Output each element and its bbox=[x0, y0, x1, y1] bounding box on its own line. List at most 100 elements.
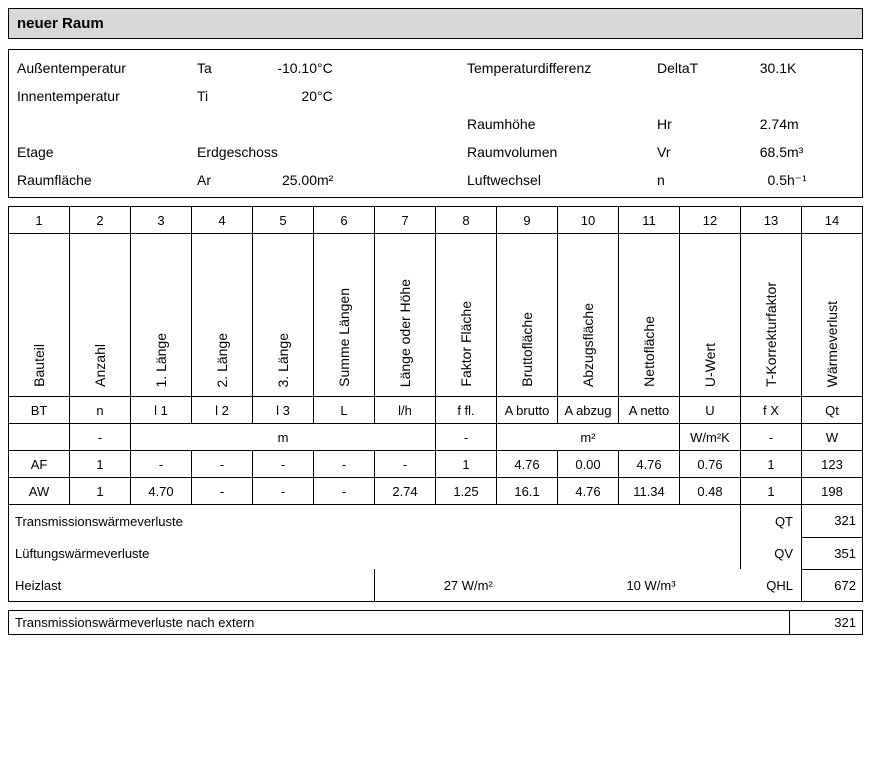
cell: - bbox=[192, 478, 253, 505]
col-name: Bauteil bbox=[9, 234, 70, 397]
col-unit: W bbox=[802, 424, 863, 451]
col-num: 14 bbox=[802, 207, 863, 234]
col-name: 1. Länge bbox=[131, 234, 192, 397]
external-loss-val: 321 bbox=[790, 611, 863, 635]
col-unit: - bbox=[741, 424, 802, 451]
cell: 1.25 bbox=[436, 478, 497, 505]
cell: - bbox=[253, 478, 314, 505]
height-sym: Hr bbox=[657, 116, 727, 132]
col-sym: f fl. bbox=[436, 397, 497, 424]
vent-loss-val: 351 bbox=[802, 537, 863, 569]
area-val: 25.00 bbox=[247, 172, 317, 188]
col-name: 2. Länge bbox=[192, 234, 253, 397]
col-name: Nettofläche bbox=[619, 234, 680, 397]
cell: - bbox=[131, 451, 192, 478]
deltat-val: 30.1 bbox=[727, 60, 787, 76]
cell: 16.1 bbox=[497, 478, 558, 505]
volume-val: 68.5 bbox=[727, 144, 787, 160]
airchange-sym: n bbox=[657, 172, 727, 188]
col-name: Wärmeverlust bbox=[802, 234, 863, 397]
col-sym: A netto bbox=[619, 397, 680, 424]
cell: 0.48 bbox=[680, 478, 741, 505]
col-sym: A abzug bbox=[558, 397, 619, 424]
heizlast-label: Heizlast bbox=[9, 569, 375, 602]
col-name: Faktor Fläche bbox=[436, 234, 497, 397]
col-name: Länge oder Höhe bbox=[375, 234, 436, 397]
col-name: T-Korrekturfaktor bbox=[741, 234, 802, 397]
volume-sym: Vr bbox=[657, 144, 727, 160]
height-val: 2.74 bbox=[727, 116, 787, 132]
cell: 11.34 bbox=[619, 478, 680, 505]
col-sym: f X bbox=[741, 397, 802, 424]
col-name: 3. Länge bbox=[253, 234, 314, 397]
heizlast-val: 672 bbox=[802, 569, 863, 602]
inside-temp-unit: °C bbox=[317, 88, 357, 104]
cell: 1 bbox=[741, 451, 802, 478]
cell: 2.74 bbox=[375, 478, 436, 505]
col-number-row: 1 2 3 4 5 6 7 8 9 10 11 12 13 14 bbox=[9, 207, 863, 234]
col-unit: W/m²K bbox=[680, 424, 741, 451]
col-num: 5 bbox=[253, 207, 314, 234]
volume-label: Raumvolumen bbox=[467, 144, 657, 160]
trans-loss-sym: QT bbox=[741, 505, 802, 538]
col-num: 10 bbox=[558, 207, 619, 234]
col-unit: m² bbox=[497, 424, 680, 451]
col-unit bbox=[9, 424, 70, 451]
cell: - bbox=[314, 451, 375, 478]
trans-loss-val: 321 bbox=[802, 505, 863, 538]
heizlast-row: Heizlast 27 W/m² 10 W/m³ QHL 672 bbox=[9, 569, 863, 602]
cell: 1 bbox=[70, 451, 131, 478]
heizlast-sym: QHL bbox=[741, 569, 802, 602]
area-label: Raumfläche bbox=[17, 172, 197, 188]
col-name: Abzugsfläche bbox=[558, 234, 619, 397]
inside-temp-val: 20 bbox=[247, 88, 317, 104]
col-unit: - bbox=[436, 424, 497, 451]
outside-temp-sym: Ta bbox=[197, 60, 247, 76]
floor-label: Etage bbox=[17, 144, 197, 160]
trans-loss-label: Transmissionswärmeverluste bbox=[9, 505, 741, 538]
cell: AW bbox=[9, 478, 70, 505]
col-num: 9 bbox=[497, 207, 558, 234]
col-unit: - bbox=[70, 424, 131, 451]
height-label: Raumhöhe bbox=[467, 116, 657, 132]
cell: - bbox=[375, 451, 436, 478]
external-loss-box: Transmissionswärmeverluste nach extern 3… bbox=[8, 610, 863, 635]
trans-loss-row: Transmissionswärmeverluste QT 321 bbox=[9, 505, 863, 538]
col-sym: l 3 bbox=[253, 397, 314, 424]
cell: 0.00 bbox=[558, 451, 619, 478]
col-num: 1 bbox=[9, 207, 70, 234]
inside-temp-label: Innentemperatur bbox=[17, 88, 197, 104]
cell: 1 bbox=[436, 451, 497, 478]
cell: 4.76 bbox=[619, 451, 680, 478]
col-sym: l 2 bbox=[192, 397, 253, 424]
col-sym: L bbox=[314, 397, 375, 424]
col-sym: A brutto bbox=[497, 397, 558, 424]
heizlast-per-m3: 10 W/m³ bbox=[558, 569, 741, 602]
col-name-row: Bauteil Anzahl 1. Länge 2. Länge 3. Läng… bbox=[9, 234, 863, 397]
title-bar: neuer Raum bbox=[8, 8, 863, 39]
outside-temp-val: -10.10 bbox=[247, 60, 317, 76]
cell: 198 bbox=[802, 478, 863, 505]
outside-temp-label: Außentemperatur bbox=[17, 60, 197, 76]
vent-loss-row: Lüftungswärmeverluste QV 351 bbox=[9, 537, 863, 569]
table-row: AW 1 4.70 - - - 2.74 1.25 16.1 4.76 11.3… bbox=[9, 478, 863, 505]
col-name: U-Wert bbox=[680, 234, 741, 397]
deltat-unit: K bbox=[787, 60, 827, 76]
height-unit: m bbox=[787, 116, 827, 132]
area-unit: m² bbox=[317, 172, 357, 188]
deltat-sym: DeltaT bbox=[657, 60, 727, 76]
cell: 1 bbox=[741, 478, 802, 505]
col-num: 3 bbox=[131, 207, 192, 234]
col-num: 6 bbox=[314, 207, 375, 234]
airchange-label: Luftwechsel bbox=[467, 172, 657, 188]
area-sym: Ar bbox=[197, 172, 247, 188]
col-num: 13 bbox=[741, 207, 802, 234]
cell: 0.76 bbox=[680, 451, 741, 478]
vent-loss-label: Lüftungswärmeverluste bbox=[9, 537, 741, 569]
room-info-box: Außentemperatur Ta -10.10 °C Temperaturd… bbox=[8, 49, 863, 198]
col-num: 7 bbox=[375, 207, 436, 234]
col-num: 12 bbox=[680, 207, 741, 234]
components-table: 1 2 3 4 5 6 7 8 9 10 11 12 13 14 Bauteil… bbox=[8, 206, 863, 602]
col-num: 2 bbox=[70, 207, 131, 234]
col-num: 4 bbox=[192, 207, 253, 234]
